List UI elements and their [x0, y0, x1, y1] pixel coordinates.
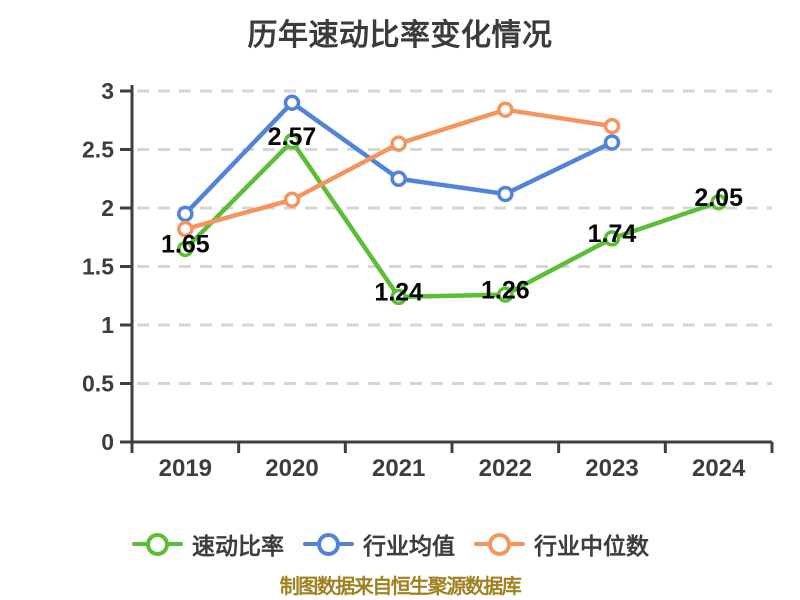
legend-item-industry-average[interactable]: 行业均值 [303, 527, 455, 561]
legend-label-quick-ratio: 速动比率 [192, 533, 284, 559]
y-axis-tick-label: 1.5 [82, 254, 114, 280]
x-axis-label: 2019 [159, 455, 212, 482]
y-axis-tick-label: 2 [101, 195, 114, 221]
y-axis-tick-label: 2.5 [82, 137, 114, 163]
data-point-industry-average [390, 170, 407, 187]
data-point-label-quick-ratio: 1.26 [481, 276, 530, 304]
footer-note: 制图数据来自恒生聚源数据库 [279, 576, 522, 598]
data-point-label-quick-ratio: 2.57 [268, 123, 317, 151]
data-point-industry-average [497, 185, 514, 203]
data-point-industry-median [177, 220, 194, 238]
legend-label-industry-median: 行业中位数 [534, 533, 649, 559]
data-point-industry-average [283, 94, 301, 111]
legend-marker-industry-average-icon [303, 532, 354, 556]
data-point-label-quick-ratio: 1.24 [374, 279, 423, 307]
data-point-industry-median [390, 135, 407, 152]
y-axis-tick-label: 1 [101, 312, 114, 338]
legend-item-quick-ratio[interactable]: 速动比率 [132, 527, 284, 561]
series-line-industry-average [183, 100, 615, 217]
x-axis-label: 2023 [585, 455, 638, 482]
series-line-quick-ratio [183, 139, 721, 300]
data-point-quick-ratio [710, 193, 727, 211]
x-axis-label: 2020 [265, 455, 318, 482]
legend: 速动比率 行业均值 行业中位数 [132, 527, 649, 561]
data-point-label-quick-ratio: 2.05 [694, 184, 743, 212]
legend-marker-quick-ratio-icon [132, 532, 183, 556]
data-point-quick-ratio [283, 133, 301, 150]
data-point-label-quick-ratio: 1.65 [161, 231, 210, 259]
legend-label-industry-average: 行业均值 [363, 533, 455, 559]
legend-item-industry-median[interactable]: 行业中位数 [474, 527, 649, 561]
data-point-industry-median [497, 101, 514, 118]
y-axis-tick-label: 0 [101, 429, 114, 455]
legend-marker-industry-median-icon [474, 532, 525, 556]
data-point-industry-median [603, 117, 621, 135]
data-point-quick-ratio [177, 240, 194, 258]
data-point-quick-ratio [390, 288, 407, 306]
data-point-industry-average [177, 205, 194, 223]
y-axis-tick-label: 0.5 [82, 371, 114, 397]
data-point-industry-average [603, 134, 621, 151]
chart-title: 历年速动比率变化情况 [247, 19, 553, 52]
x-axis-label: 2021 [372, 455, 425, 482]
x-axis-label: 2022 [479, 455, 532, 482]
x-axis-label: 2024 [692, 455, 746, 482]
data-point-label-quick-ratio: 1.74 [588, 220, 637, 248]
series-line-industry-median [183, 107, 615, 232]
y-axis-tick-label: 3 [101, 78, 114, 104]
data-point-industry-median [283, 191, 301, 209]
data-point-quick-ratio [603, 230, 621, 247]
data-point-quick-ratio [497, 286, 514, 303]
